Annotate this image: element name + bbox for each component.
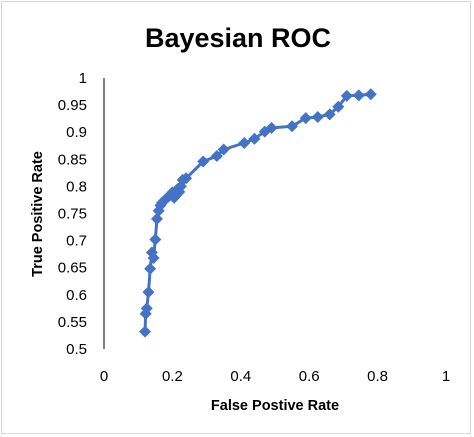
data-point-marker (238, 137, 251, 150)
data-point-marker (197, 155, 210, 168)
data-point-marker (147, 251, 160, 264)
x-tick-label: 1 (442, 368, 450, 385)
y-tick-label: 1 (79, 70, 87, 87)
data-point-marker (248, 132, 261, 145)
data-point-marker (265, 121, 278, 134)
data-point-marker (286, 120, 299, 133)
y-axis-label: True Positive Rate (30, 151, 46, 277)
data-point-marker (332, 100, 345, 113)
x-tick-label: 0 (100, 368, 108, 385)
x-axis-label: False Postive Rate (211, 398, 339, 414)
y-tick-label: 0.5 (66, 341, 87, 358)
data-point-marker (139, 325, 152, 338)
y-tick-label: 0.55 (58, 314, 87, 331)
x-tick-label: 0.4 (230, 368, 251, 385)
data-point-marker (210, 150, 223, 163)
y-tick-label: 0.8 (66, 178, 87, 195)
data-point-marker (151, 212, 164, 225)
data-point-marker (352, 89, 365, 102)
data-point-marker (144, 262, 157, 275)
y-tick-labels: 0.5 0.55 0.6 0.65 0.7 0.75 0.8 0.85 0.9 0.95 1 (58, 70, 87, 358)
x-tick-label: 0.8 (367, 368, 388, 385)
y-tick-label: 0.6 (66, 287, 87, 304)
data-point-marker (323, 108, 336, 121)
chart-title: Bayesian ROC (145, 23, 331, 53)
x-tick-labels: 0 0.2 0.4 0.6 0.8 1 (100, 368, 450, 385)
data-point-marker (180, 172, 193, 185)
y-tick-label: 0.95 (58, 97, 87, 114)
x-tick-label: 0.2 (162, 368, 183, 385)
data-point-marker (217, 143, 230, 156)
data-point-marker (149, 233, 162, 246)
data-point-marker (311, 111, 324, 124)
y-tick-label: 0.7 (66, 233, 87, 250)
data-point-marker (140, 302, 153, 315)
data-point-marker (340, 89, 353, 102)
y-tick-label: 0.85 (58, 151, 87, 168)
y-tick-label: 0.9 (66, 124, 87, 141)
x-tick-label: 0.6 (299, 368, 320, 385)
data-point-marker (364, 88, 377, 101)
series-group (139, 88, 377, 338)
y-tick-label: 0.65 (58, 260, 87, 277)
data-point-marker (299, 112, 312, 125)
series-line (143, 92, 371, 332)
y-tick-label: 0.75 (58, 206, 87, 223)
data-point-marker (142, 286, 155, 299)
